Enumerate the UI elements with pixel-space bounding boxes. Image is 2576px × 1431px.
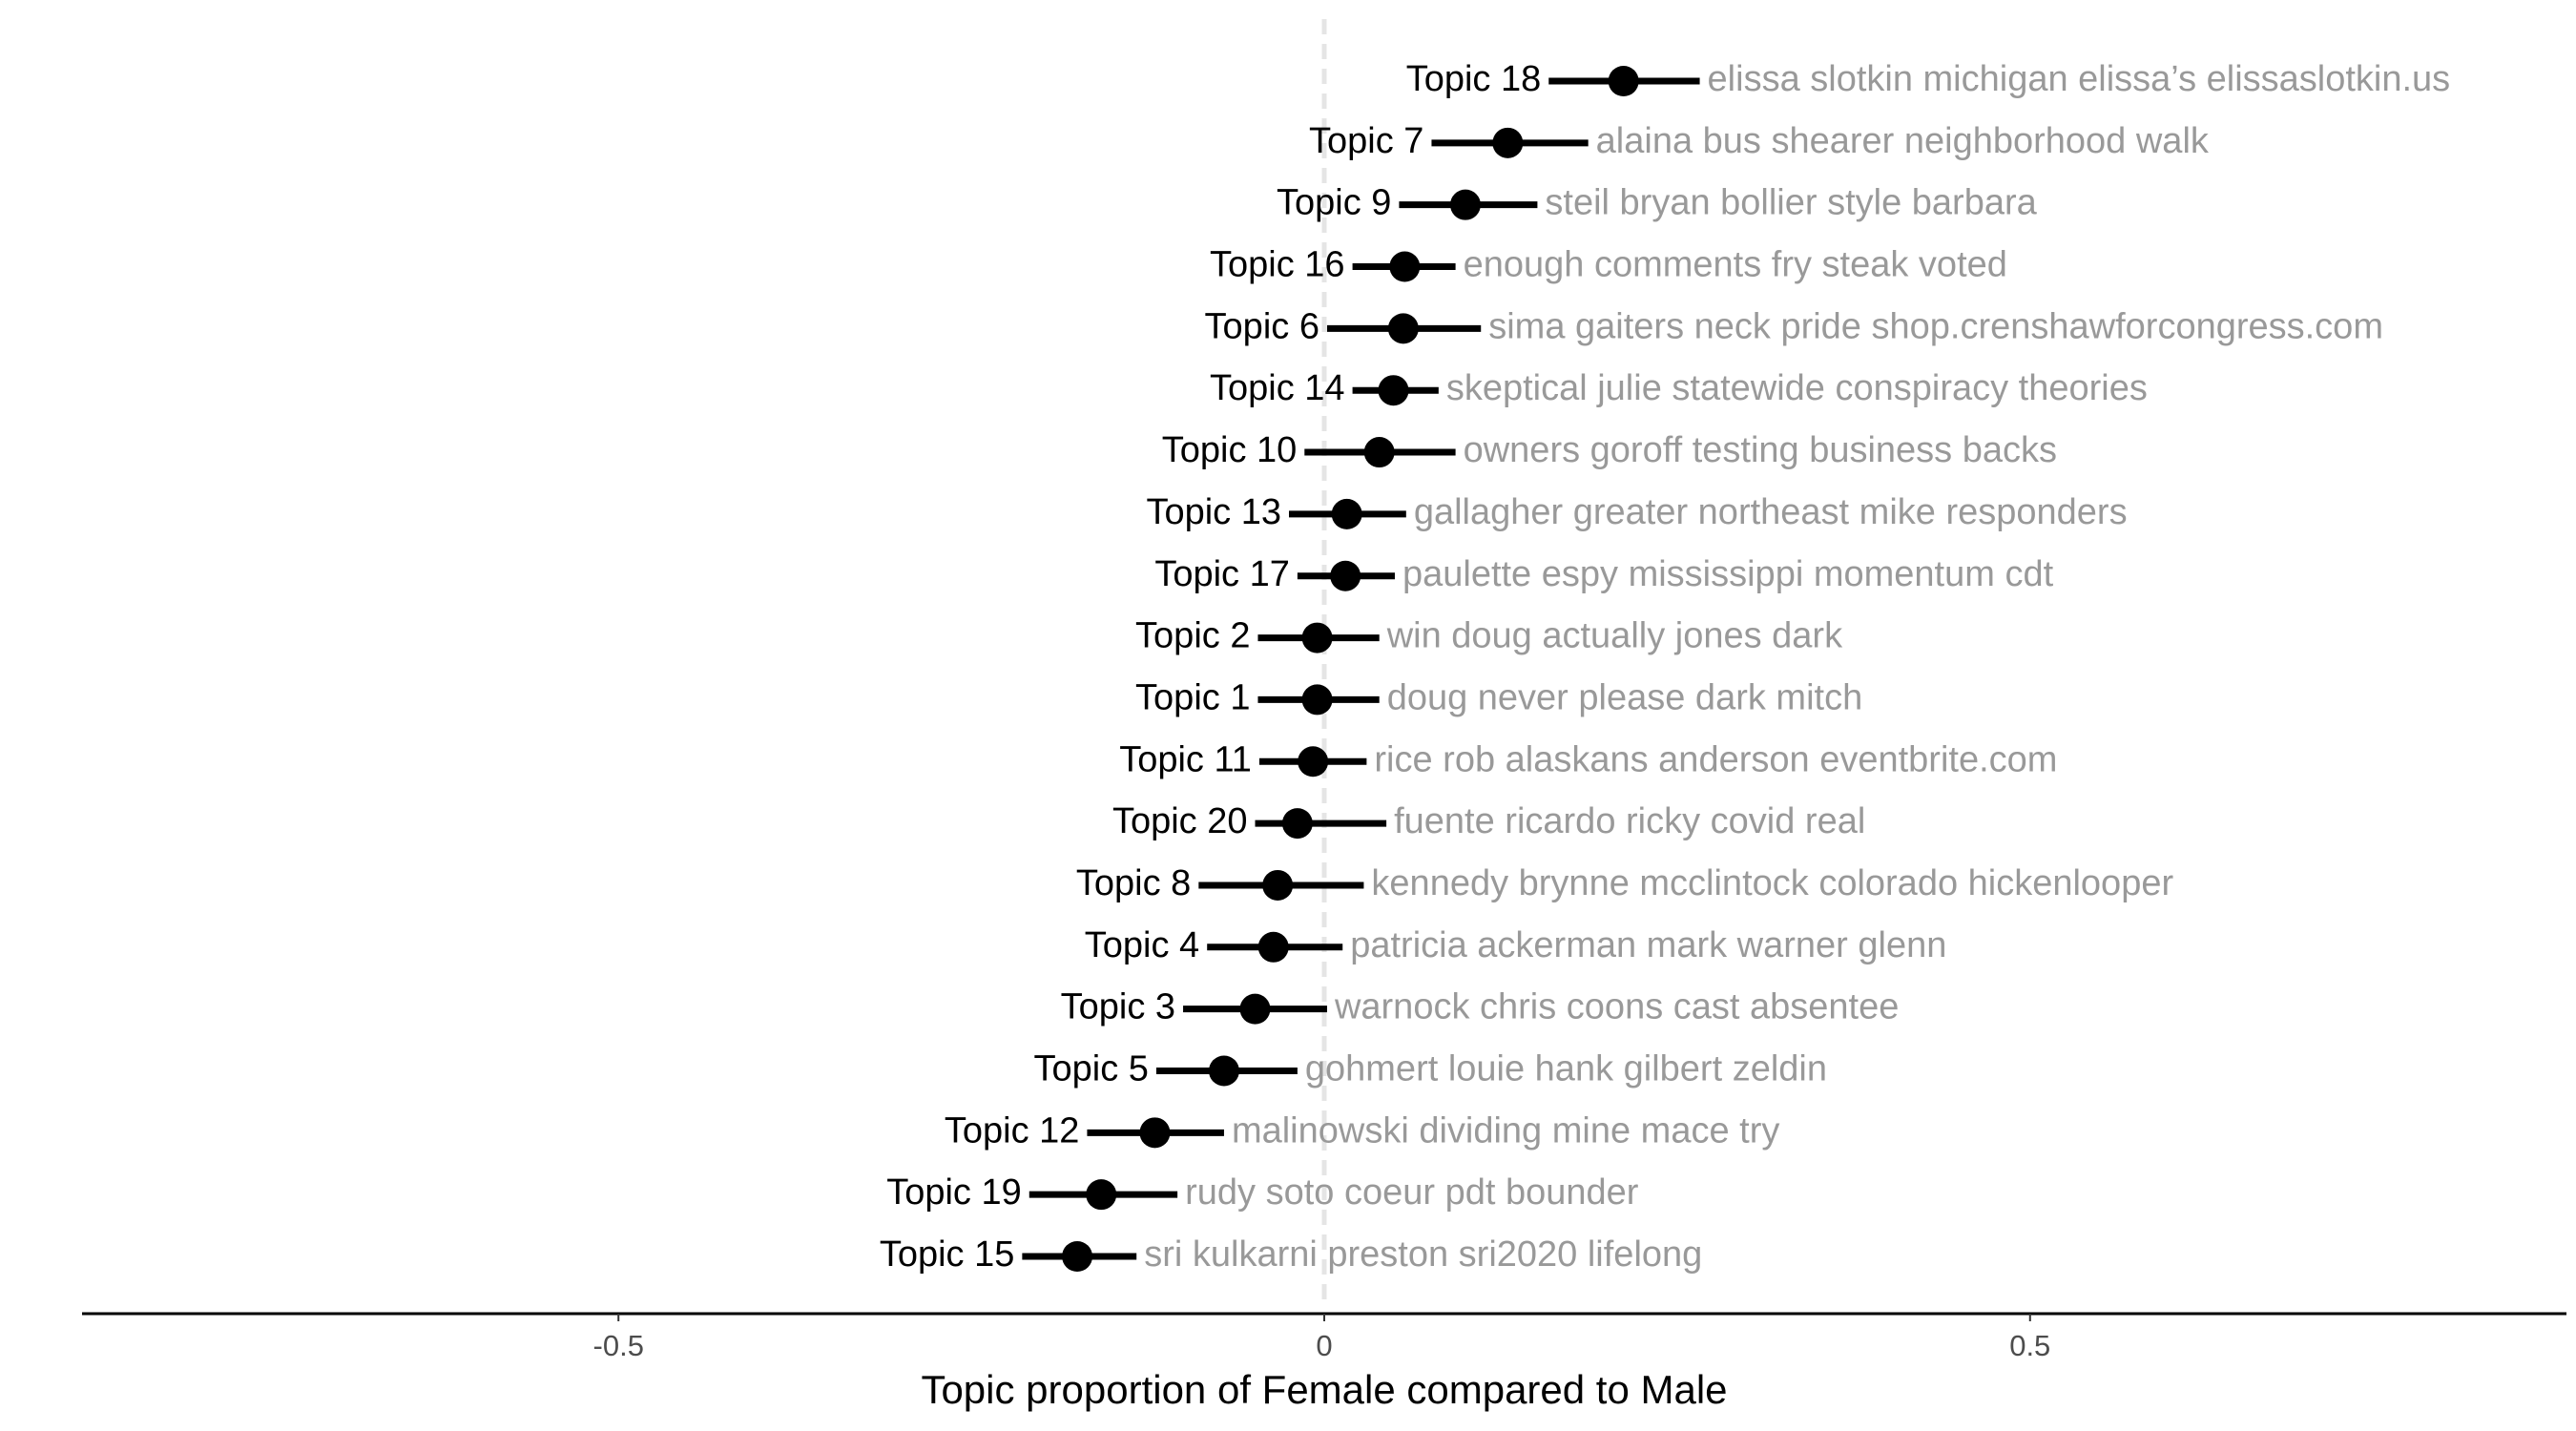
point [1062,1241,1093,1272]
topic-words: gallagher greater northeast mike respond… [1414,492,2128,532]
point [1208,1055,1239,1087]
topic-label: Topic 15 [880,1234,1015,1275]
point [1608,66,1639,96]
topic-label: Topic 1 [1135,677,1250,717]
topic-words: doug never please dark mitch [1387,677,1863,717]
topic-label: Topic 7 [1309,121,1423,161]
x-axis-title: Topic proportion of Female compared to M… [921,1367,1727,1412]
topic-label: Topic 4 [1085,925,1199,965]
topic-words: paulette espy mississippi momentum cdt [1402,554,2054,594]
topic-label: Topic 11 [1119,739,1252,779]
topic-label: Topic 14 [1210,368,1345,408]
point [1086,1179,1117,1211]
x-tick-label: -0.5 [593,1329,644,1362]
topic-words: patricia ackerman mark warner glenn [1350,925,1946,965]
point [1281,808,1313,840]
topic-words: kennedy brynne mcclintock colorado hicke… [1371,863,2173,903]
topic-label: Topic 18 [1406,59,1542,99]
topic-label: Topic 8 [1076,863,1191,903]
topic-label: Topic 12 [945,1110,1080,1151]
point [1363,437,1395,468]
topic-words: rice rob alaskans anderson eventbrite.co… [1374,739,2057,779]
point [1378,375,1409,406]
x-tick-label: 0.5 [2009,1329,2050,1362]
point [1257,931,1289,963]
topic-label: Topic 17 [1154,554,1290,594]
topic-label: Topic 5 [1034,1049,1149,1089]
point [1330,560,1361,591]
topic-label: Topic 20 [1112,801,1248,841]
point [1298,746,1329,778]
topic-words: rudy soto coeur pdt bounder [1185,1172,1639,1213]
point [1139,1117,1171,1149]
topic-label: Topic 19 [886,1172,1022,1213]
topic-words: alaina bus shearer neighborhood walk [1596,121,2210,161]
topic-label: Topic 9 [1277,183,1391,223]
topic-words: fuente ricardo ricky covid real [1394,801,1865,841]
topic-words: win doug actually jones dark [1386,616,1843,656]
topic-words: sri kulkarni preston sri2020 lifelong [1144,1234,1702,1275]
point [1331,498,1362,529]
topic-words: gohmert louie hank gilbert zeldin [1305,1049,1827,1089]
topic-label: Topic 2 [1135,616,1250,656]
point [1301,684,1333,716]
topic-label: Topic 16 [1210,245,1345,285]
topic-label: Topic 13 [1146,492,1281,532]
point [1492,127,1524,158]
topic-words: elissa slotkin michigan elissa’s elissas… [1708,59,2451,99]
point [1239,993,1271,1025]
point [1387,313,1419,344]
topic-words: steil bryan bollier style barbara [1545,183,2037,223]
topic-label: Topic 10 [1162,430,1298,470]
topic-words: sima gaiters neck pride shop.crenshawfor… [1488,306,2383,346]
point [1301,622,1333,653]
point [1389,251,1421,282]
topic-words: enough comments fry steak voted [1464,245,2007,285]
topic-label: Topic 6 [1205,306,1319,346]
topic-words: owners goroff testing business backs [1464,430,2057,470]
point [1262,869,1294,901]
point [1449,189,1481,220]
topic-label: Topic 3 [1061,987,1175,1027]
x-tick-label: 0 [1316,1329,1332,1362]
topic-words: warnock chris coons cast absentee [1334,987,1899,1027]
topic-words: skeptical julie statewide conspiracy the… [1446,368,2148,408]
topic-words: malinowski dividing mine mace try [1232,1110,1779,1151]
